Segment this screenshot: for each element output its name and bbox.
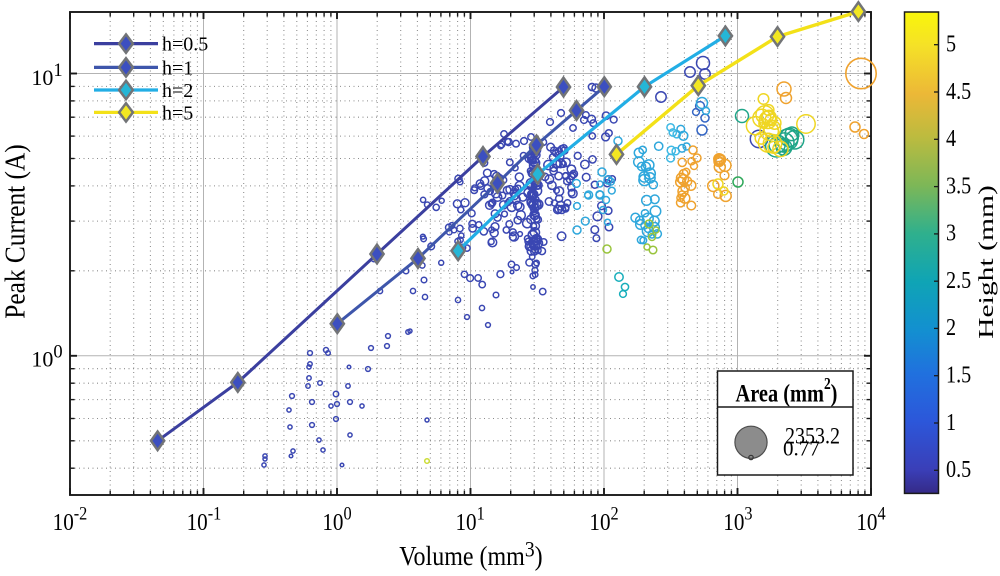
svg-text:3.5: 3.5 <box>946 172 971 199</box>
svg-text:2353.2: 2353.2 <box>785 423 840 449</box>
svg-text:1.5: 1.5 <box>946 361 971 388</box>
svg-text:0.5: 0.5 <box>946 455 971 482</box>
svg-text:5: 5 <box>946 30 956 57</box>
svg-text:h=0.5: h=0.5 <box>162 34 208 56</box>
svg-text:Volume (mm3): Volume (mm3) <box>399 536 542 571</box>
svg-text:4: 4 <box>946 124 956 151</box>
svg-text:4.5: 4.5 <box>946 77 971 104</box>
svg-text:3: 3 <box>946 219 956 246</box>
svg-text:h=2: h=2 <box>162 80 193 102</box>
svg-text:Height (mm): Height (mm) <box>974 185 997 339</box>
svg-text:0.77: 0.77 <box>783 437 820 461</box>
svg-text:102: 102 <box>589 503 618 536</box>
svg-text:2: 2 <box>946 314 956 341</box>
svg-text:1: 1 <box>946 408 956 435</box>
svg-text:h=1: h=1 <box>162 57 193 79</box>
svg-text:Area (mm2): Area (mm2) <box>736 376 838 407</box>
svg-text:2.5: 2.5 <box>946 266 971 293</box>
svg-text:Peak Current (A): Peak Current (A) <box>0 144 31 318</box>
svg-text:h=5: h=5 <box>162 102 193 124</box>
